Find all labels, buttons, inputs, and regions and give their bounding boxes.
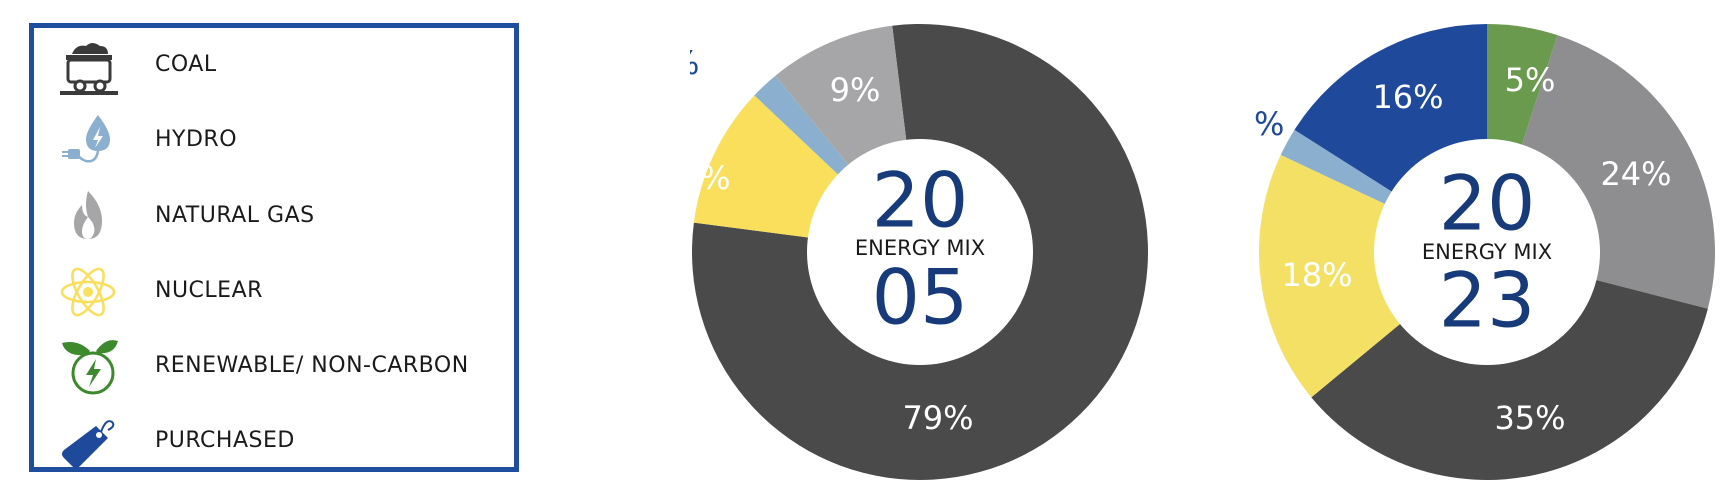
slice-nuclear bbox=[1259, 154, 1487, 398]
legend-label-coal: COAL bbox=[155, 52, 217, 77]
price-tag-icon bbox=[56, 412, 120, 472]
slice-label-gas: 9% bbox=[830, 71, 881, 109]
slice-label-nuclear: 18% bbox=[1281, 256, 1352, 294]
center-label: ENERGY MIX bbox=[1422, 240, 1552, 264]
legend-label-hydro: HYDRO bbox=[155, 127, 238, 152]
slice-label-hydro: 2% bbox=[690, 44, 699, 82]
atom-icon bbox=[56, 262, 120, 322]
donut-hole bbox=[1374, 139, 1600, 365]
legend-label-nuclear: NUCLEAR bbox=[155, 278, 263, 303]
slice-label-nuclear: 10% bbox=[690, 159, 731, 197]
slice-label-hydro: 2% bbox=[1255, 105, 1284, 143]
legend-item-purchased: PURCHASED bbox=[34, 412, 514, 472]
coal-cart-icon bbox=[56, 36, 120, 96]
legend-item-renewable: RENEWABLE/ NON-CARBON bbox=[34, 337, 514, 397]
slice-label-coal: 35% bbox=[1494, 399, 1565, 437]
legend-label-purchased: PURCHASED bbox=[155, 428, 295, 453]
legend-label-natural-gas: NATURAL GAS bbox=[155, 203, 315, 228]
slice-label-gas: 24% bbox=[1600, 155, 1671, 193]
center-year-top: 20 bbox=[872, 156, 969, 245]
slice-label-renewable: 5% bbox=[1505, 61, 1556, 99]
donut-hole bbox=[807, 139, 1033, 365]
legend-item-nuclear: NUCLEAR bbox=[34, 262, 514, 322]
leaf-bolt-icon bbox=[56, 337, 120, 397]
legend-item-coal: COAL bbox=[34, 36, 514, 96]
center-year-bottom: 23 bbox=[1439, 256, 1536, 345]
center-year-top: 20 bbox=[1439, 159, 1536, 248]
energy-mix-chart-2023: 20 ENERGY MIX 23 5% 24% 35% 18% 2% 16% bbox=[1255, 0, 1730, 502]
legend: COAL HYDRO NATURAL GAS bbox=[29, 23, 519, 472]
energy-mix-chart-2005: 20 ENERGY MIX 05 79% 10% 2% 9% bbox=[690, 0, 1170, 502]
flame-icon bbox=[56, 187, 120, 247]
slice-coal bbox=[1311, 252, 1708, 481]
legend-label-renewable: RENEWABLE/ NON-CARBON bbox=[155, 353, 469, 378]
legend-item-natural-gas: NATURAL GAS bbox=[34, 187, 514, 247]
water-drop-plug-icon bbox=[56, 111, 120, 171]
legend-item-hydro: HYDRO bbox=[34, 111, 514, 171]
slice-label-purchased: 16% bbox=[1372, 78, 1443, 116]
center-year-bottom: 05 bbox=[872, 253, 969, 342]
slice-label-coal: 79% bbox=[902, 399, 973, 437]
center-label: ENERGY MIX bbox=[855, 236, 985, 260]
